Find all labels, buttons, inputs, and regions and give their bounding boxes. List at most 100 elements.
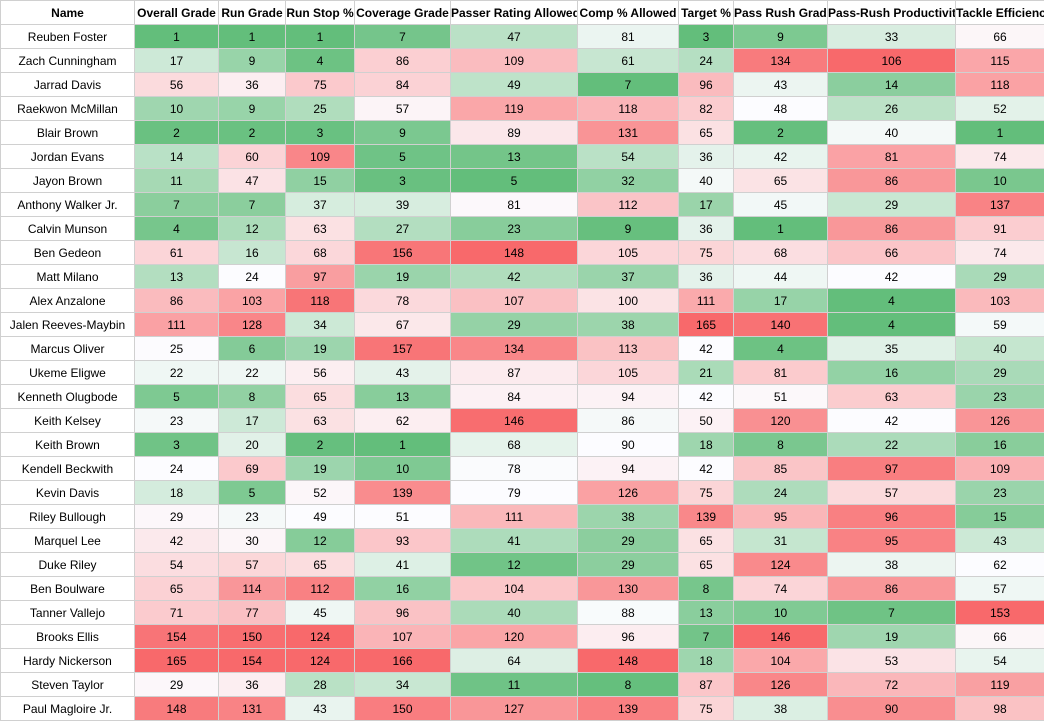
rank-cell[interactable]: 137: [956, 193, 1044, 217]
player-name-cell[interactable]: Jayon Brown: [1, 169, 135, 193]
rank-cell[interactable]: 118: [956, 73, 1044, 97]
rank-cell[interactable]: 23: [956, 385, 1044, 409]
column-header[interactable]: Target %: [679, 1, 734, 25]
rank-cell[interactable]: 7: [219, 193, 286, 217]
rank-cell[interactable]: 45: [734, 193, 828, 217]
rank-cell[interactable]: 23: [135, 409, 219, 433]
rank-cell[interactable]: 54: [135, 553, 219, 577]
rank-cell[interactable]: 94: [578, 457, 679, 481]
rank-cell[interactable]: 8: [219, 385, 286, 409]
rank-cell[interactable]: 29: [451, 313, 578, 337]
rank-cell[interactable]: 124: [286, 649, 355, 673]
rank-cell[interactable]: 65: [286, 385, 355, 409]
rank-cell[interactable]: 126: [734, 673, 828, 697]
rank-cell[interactable]: 26: [828, 97, 956, 121]
rank-cell[interactable]: 56: [135, 73, 219, 97]
player-name-cell[interactable]: Keith Kelsey: [1, 409, 135, 433]
rank-cell[interactable]: 61: [135, 241, 219, 265]
player-name-cell[interactable]: Kevin Davis: [1, 481, 135, 505]
rank-cell[interactable]: 74: [956, 145, 1044, 169]
rank-cell[interactable]: 25: [286, 97, 355, 121]
rank-cell[interactable]: 61: [578, 49, 679, 73]
rank-cell[interactable]: 81: [828, 145, 956, 169]
rank-cell[interactable]: 109: [286, 145, 355, 169]
player-name-cell[interactable]: Anthony Walker Jr.: [1, 193, 135, 217]
rank-cell[interactable]: 23: [451, 217, 578, 241]
rank-cell[interactable]: 91: [956, 217, 1044, 241]
rank-cell[interactable]: 36: [679, 145, 734, 169]
rank-cell[interactable]: 29: [578, 553, 679, 577]
rank-cell[interactable]: 3: [286, 121, 355, 145]
rank-cell[interactable]: 105: [578, 361, 679, 385]
rank-cell[interactable]: 54: [578, 145, 679, 169]
rank-cell[interactable]: 119: [956, 673, 1044, 697]
rank-cell[interactable]: 1: [135, 25, 219, 49]
rank-cell[interactable]: 78: [355, 289, 451, 313]
column-header[interactable]: Overall Grade: [135, 1, 219, 25]
rank-cell[interactable]: 62: [956, 553, 1044, 577]
rank-cell[interactable]: 1: [355, 433, 451, 457]
rank-cell[interactable]: 65: [679, 121, 734, 145]
rank-cell[interactable]: 29: [578, 529, 679, 553]
rank-cell[interactable]: 38: [734, 697, 828, 721]
rank-cell[interactable]: 103: [219, 289, 286, 313]
rank-cell[interactable]: 1: [219, 25, 286, 49]
rank-cell[interactable]: 148: [578, 649, 679, 673]
player-name-cell[interactable]: Steven Taylor: [1, 673, 135, 697]
rank-cell[interactable]: 65: [734, 169, 828, 193]
rank-cell[interactable]: 34: [355, 673, 451, 697]
rank-cell[interactable]: 7: [135, 193, 219, 217]
rank-cell[interactable]: 18: [135, 481, 219, 505]
rank-cell[interactable]: 9: [734, 25, 828, 49]
rank-cell[interactable]: 112: [286, 577, 355, 601]
rank-cell[interactable]: 12: [451, 553, 578, 577]
player-name-cell[interactable]: Kenneth Olugbode: [1, 385, 135, 409]
rank-cell[interactable]: 81: [578, 25, 679, 49]
rank-cell[interactable]: 63: [828, 385, 956, 409]
rank-cell[interactable]: 36: [219, 673, 286, 697]
rank-cell[interactable]: 128: [219, 313, 286, 337]
rank-cell[interactable]: 13: [355, 385, 451, 409]
rank-cell[interactable]: 14: [828, 73, 956, 97]
rank-cell[interactable]: 43: [286, 697, 355, 721]
rank-cell[interactable]: 25: [135, 337, 219, 361]
rank-cell[interactable]: 59: [956, 313, 1044, 337]
rank-cell[interactable]: 20: [219, 433, 286, 457]
rank-cell[interactable]: 2: [734, 121, 828, 145]
rank-cell[interactable]: 75: [286, 73, 355, 97]
rank-cell[interactable]: 1: [286, 25, 355, 49]
rank-cell[interactable]: 10: [135, 97, 219, 121]
rank-cell[interactable]: 68: [734, 241, 828, 265]
rank-cell[interactable]: 24: [135, 457, 219, 481]
rank-cell[interactable]: 29: [135, 673, 219, 697]
rank-cell[interactable]: 57: [956, 577, 1044, 601]
rank-cell[interactable]: 111: [135, 313, 219, 337]
rank-cell[interactable]: 90: [578, 433, 679, 457]
rank-cell[interactable]: 23: [956, 481, 1044, 505]
rank-cell[interactable]: 24: [219, 265, 286, 289]
rank-cell[interactable]: 9: [219, 49, 286, 73]
rank-cell[interactable]: 54: [956, 649, 1044, 673]
rank-cell[interactable]: 109: [451, 49, 578, 73]
rank-cell[interactable]: 120: [734, 409, 828, 433]
rank-cell[interactable]: 41: [451, 529, 578, 553]
rank-cell[interactable]: 87: [679, 673, 734, 697]
rank-cell[interactable]: 148: [135, 697, 219, 721]
rank-cell[interactable]: 139: [578, 697, 679, 721]
player-name-cell[interactable]: Tanner Vallejo: [1, 601, 135, 625]
rank-cell[interactable]: 17: [679, 193, 734, 217]
rank-cell[interactable]: 109: [956, 457, 1044, 481]
rank-cell[interactable]: 165: [679, 313, 734, 337]
rank-cell[interactable]: 103: [956, 289, 1044, 313]
rank-cell[interactable]: 7: [679, 625, 734, 649]
rank-cell[interactable]: 29: [135, 505, 219, 529]
rank-cell[interactable]: 6: [219, 337, 286, 361]
rank-cell[interactable]: 42: [679, 337, 734, 361]
player-name-cell[interactable]: Zach Cunningham: [1, 49, 135, 73]
rank-cell[interactable]: 107: [355, 625, 451, 649]
rank-cell[interactable]: 86: [828, 577, 956, 601]
rank-cell[interactable]: 134: [734, 49, 828, 73]
player-name-cell[interactable]: Marcus Oliver: [1, 337, 135, 361]
player-name-cell[interactable]: Brooks Ellis: [1, 625, 135, 649]
rank-cell[interactable]: 119: [451, 97, 578, 121]
